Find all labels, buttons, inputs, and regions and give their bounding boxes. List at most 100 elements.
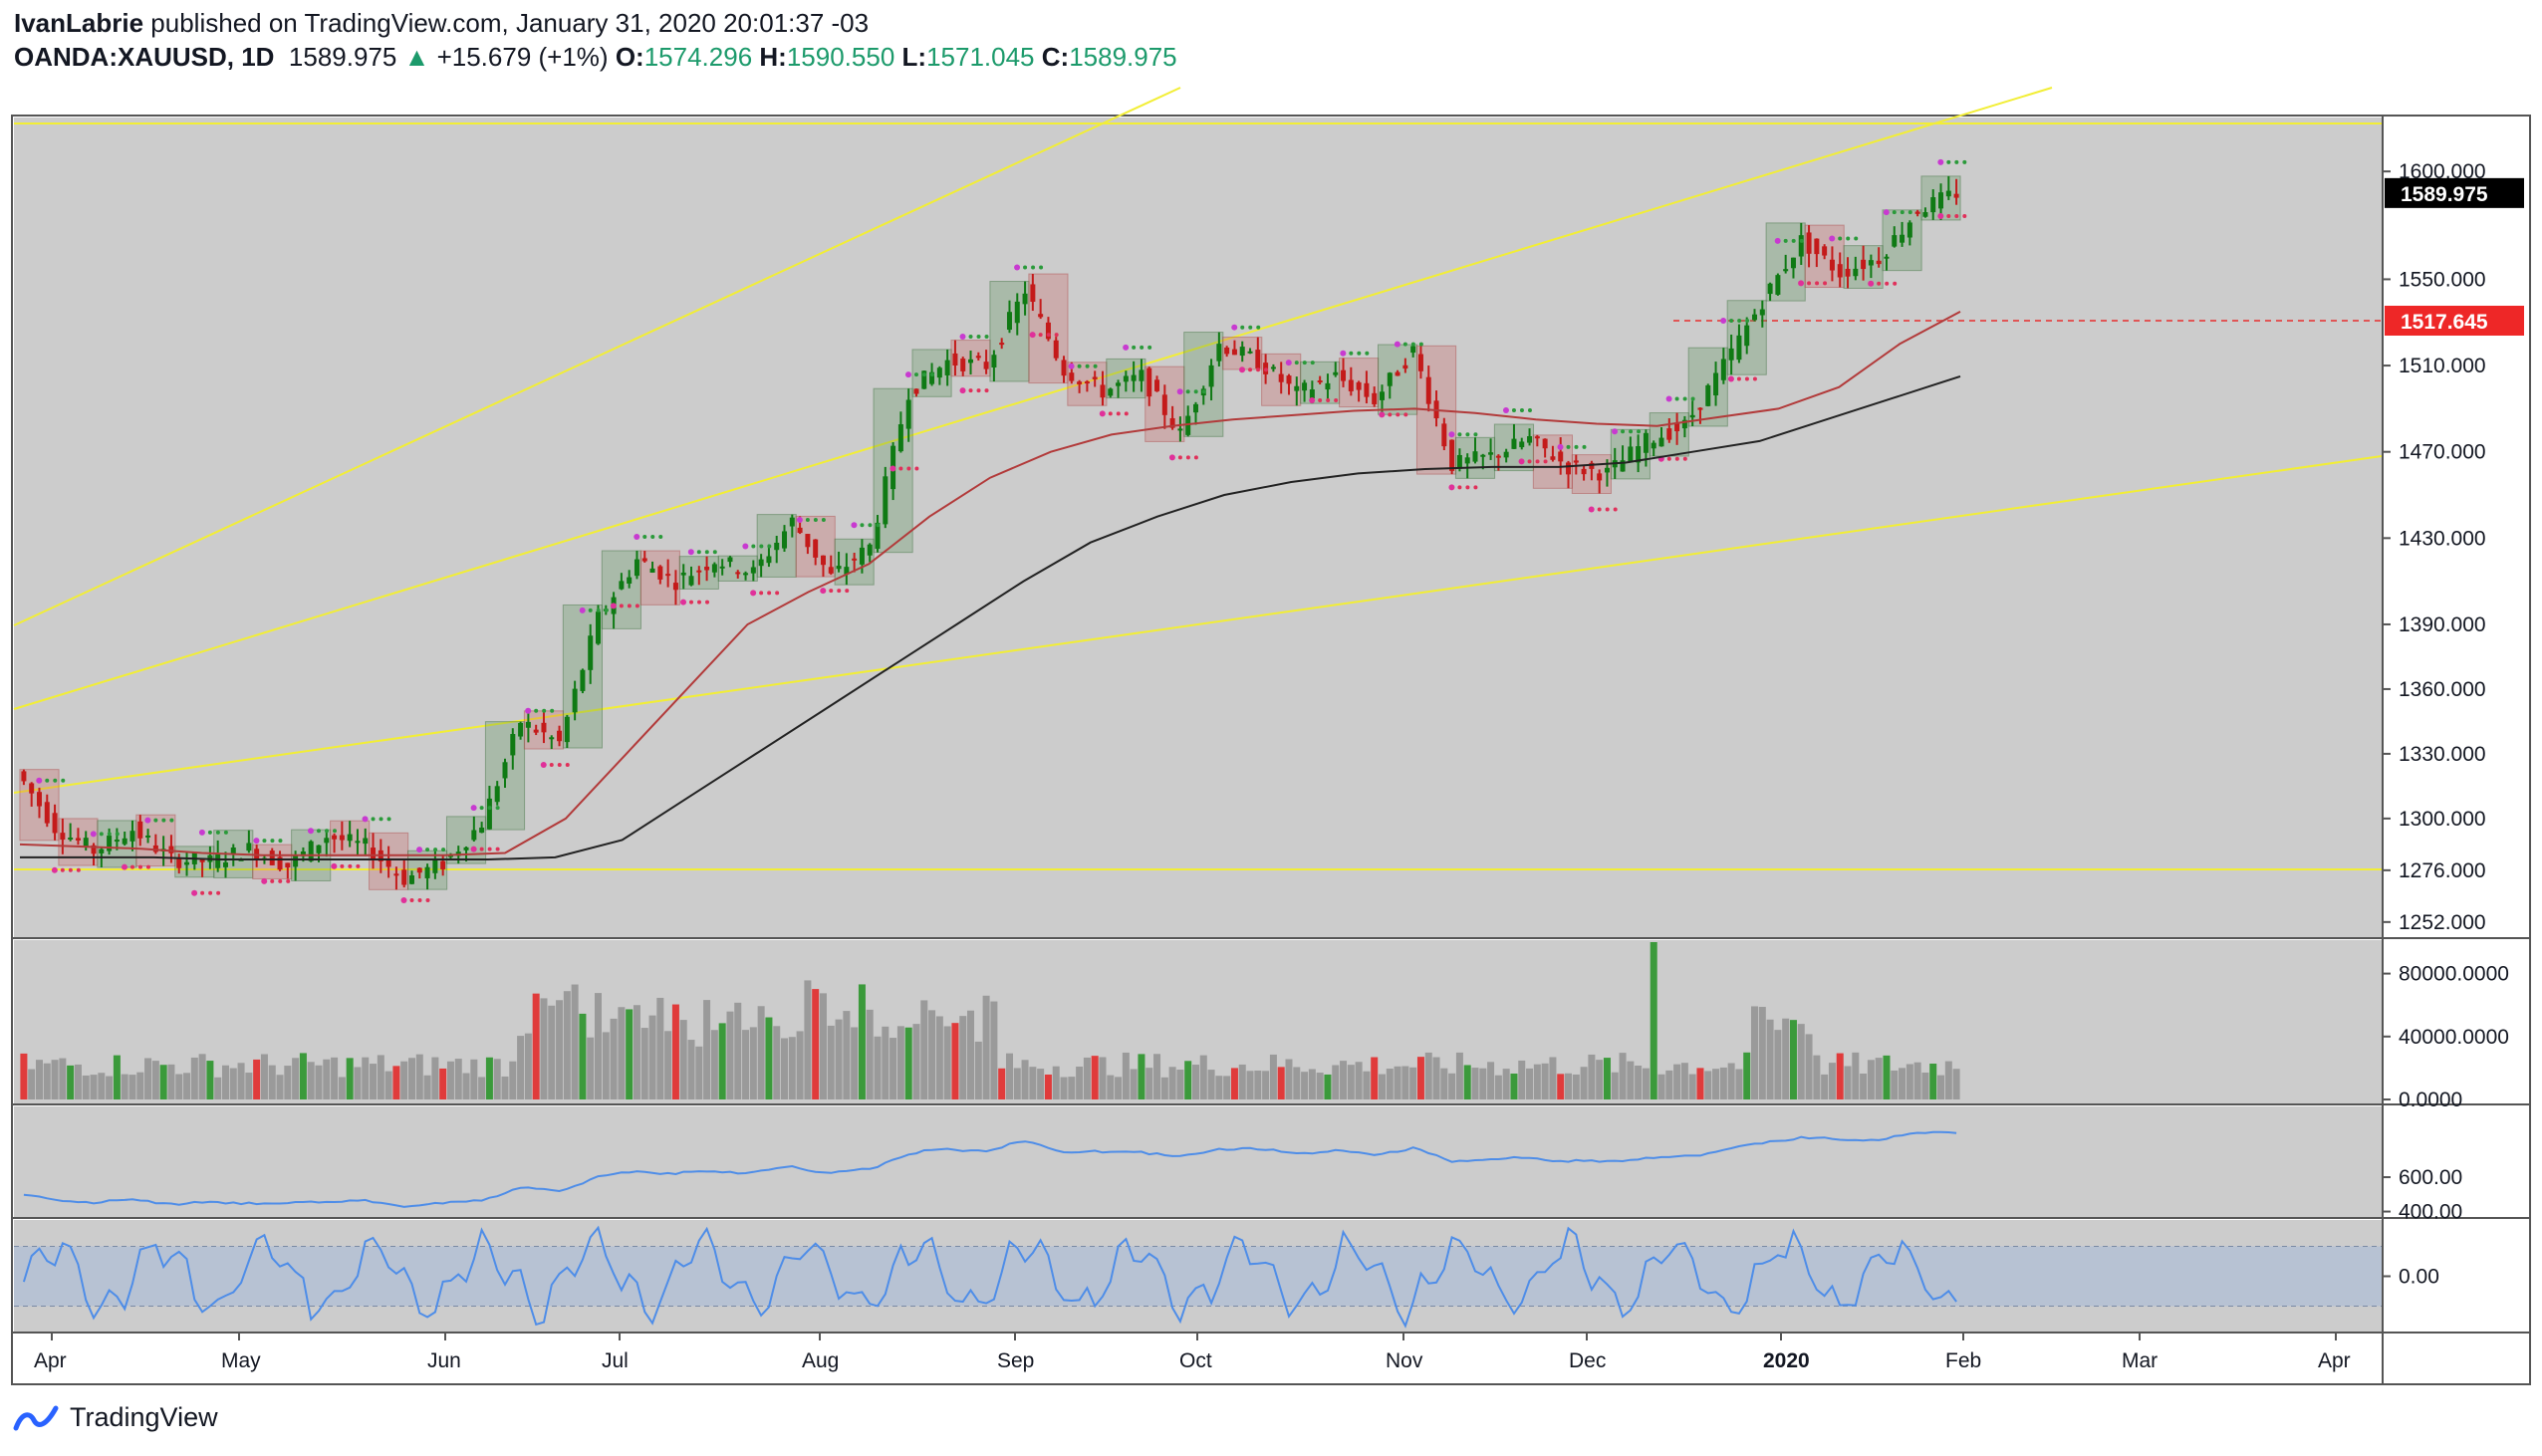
price-pane[interactable] <box>13 87 2383 937</box>
signal-dot <box>680 599 687 606</box>
volume-bar <box>671 1004 679 1099</box>
signal-dot <box>278 878 283 883</box>
signal-dot <box>619 604 624 608</box>
signal-dot <box>751 544 756 549</box>
signal-dot <box>1193 389 1198 394</box>
candle-body <box>1720 359 1726 380</box>
author-name[interactable]: IvanLabrie <box>14 8 144 38</box>
signal-dot <box>696 550 701 555</box>
volume-bar <box>1301 1072 1309 1099</box>
candle-body <box>1270 366 1276 369</box>
signal-dot <box>307 828 314 835</box>
signal-dot <box>1394 341 1400 348</box>
signal-dot <box>914 466 919 471</box>
volume-bar <box>1044 1074 1052 1099</box>
volume-bar <box>1766 1019 1774 1099</box>
candle-body <box>486 798 492 830</box>
signal-dot <box>1124 411 1129 416</box>
signal-dot <box>1365 351 1370 356</box>
volume-bar <box>851 1027 859 1099</box>
volume-bar <box>812 989 820 1099</box>
signal-dot <box>525 707 532 714</box>
volume-pane[interactable] <box>14 940 2382 1103</box>
candle-body <box>975 356 981 359</box>
signal-dot <box>588 607 593 612</box>
signal-dot <box>1665 395 1672 402</box>
candle-body <box>339 835 345 841</box>
candle-body <box>1798 235 1804 257</box>
candle-body <box>1628 446 1634 462</box>
candle-body <box>564 716 570 743</box>
candle-body <box>324 838 330 844</box>
candle-body <box>1581 468 1587 475</box>
volume-bar <box>1394 1066 1401 1099</box>
candle-body <box>711 564 717 573</box>
signal-dot <box>1256 325 1261 330</box>
volume-bar <box>446 1061 454 1099</box>
candle-body <box>875 522 881 550</box>
signal-dot <box>767 544 772 549</box>
signal-dot <box>1774 237 1781 244</box>
volume-bar <box>882 1026 890 1099</box>
volume-bar <box>1541 1063 1549 1099</box>
volume-bar <box>1572 1074 1580 1099</box>
candle-body <box>99 849 105 853</box>
symbol-label[interactable]: OANDA:XAUUSD, 1D <box>14 42 275 72</box>
candle-body <box>1425 376 1431 404</box>
candle-body <box>137 821 143 839</box>
candle-body <box>649 568 655 573</box>
candle-body <box>704 566 710 571</box>
signal-dot <box>495 806 500 811</box>
chart-area[interactable]: 1600.000 1550.000 1510.000 1470.000 1430.000… <box>0 0 2542 1394</box>
candle-body <box>944 360 950 375</box>
signal-dot <box>1248 367 1253 372</box>
signal-dot <box>200 890 205 895</box>
volume-bar <box>1432 1057 1440 1099</box>
candle-body <box>385 858 391 867</box>
volume-bar <box>67 1065 75 1099</box>
volume-bar <box>370 1064 378 1099</box>
signal-dot <box>742 543 749 550</box>
tradingview-logo-icon <box>13 1405 59 1430</box>
volume-bar <box>1929 1064 1937 1099</box>
candle-body <box>393 873 399 876</box>
volume-bar <box>703 1000 711 1099</box>
volume-bar <box>159 1065 167 1099</box>
signal-dot <box>642 535 647 540</box>
volume-bar <box>982 995 990 1099</box>
candle-body <box>502 762 508 779</box>
candle-body <box>1783 269 1789 272</box>
signal-dot <box>750 590 757 597</box>
price-tick-label: 1300.000 <box>2399 808 2486 831</box>
volume-bar <box>1921 1073 1929 1099</box>
candle-body <box>1372 392 1378 404</box>
tradingview-footer[interactable]: TradingView <box>12 1402 218 1433</box>
volume-bar <box>1735 1069 1743 1099</box>
signal-dot <box>767 591 772 596</box>
volume-bar <box>896 1026 904 1099</box>
candle-body <box>952 353 958 366</box>
signal-dot <box>1815 281 1820 286</box>
signal-dot <box>207 830 212 835</box>
signal-dot <box>1465 432 1470 437</box>
volume-bar <box>190 1057 198 1099</box>
volume-bar <box>1347 1065 1355 1099</box>
candle-body <box>688 576 694 586</box>
volume-bar <box>299 1053 307 1099</box>
volume-bar <box>167 1064 175 1099</box>
candle-body <box>1589 462 1595 469</box>
candle-body <box>1084 381 1090 384</box>
signal-dot <box>1379 411 1386 418</box>
signal-dot <box>1077 364 1082 368</box>
signal-dot <box>1783 238 1788 243</box>
volume-bar <box>331 1057 339 1099</box>
indicator-pane-2[interactable] <box>14 1220 2382 1332</box>
signal-dot <box>1637 429 1642 434</box>
signal-dot <box>253 838 260 845</box>
lower-trend-line <box>13 455 2383 794</box>
volume-bar <box>1099 1057 1107 1099</box>
indicator-pane-1[interactable] <box>14 1106 2382 1217</box>
signal-dot <box>1502 406 1509 413</box>
candle-body <box>525 721 531 728</box>
volume-bar <box>470 1059 478 1099</box>
